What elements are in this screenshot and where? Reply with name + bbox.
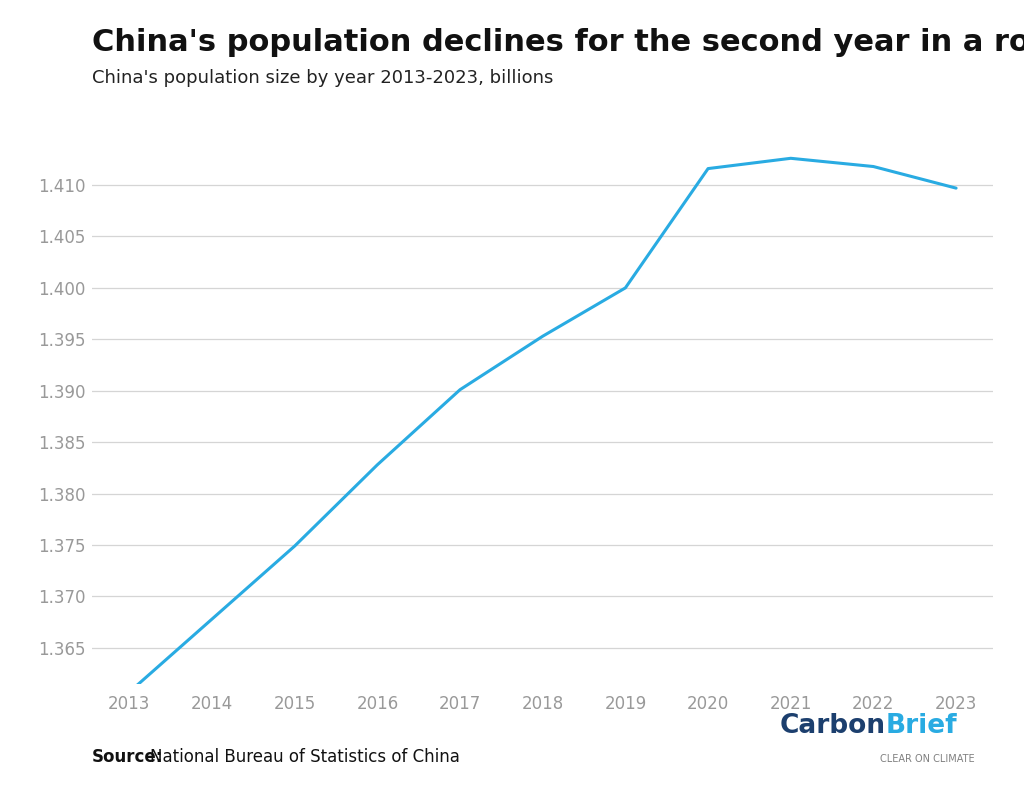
Text: Brief: Brief [886, 713, 957, 739]
Text: Carbon: Carbon [779, 713, 886, 739]
Text: China's population declines for the second year in a row: China's population declines for the seco… [92, 28, 1024, 57]
Text: China's population size by year 2013-2023, billions: China's population size by year 2013-202… [92, 69, 554, 87]
Text: National Bureau of Statistics of China: National Bureau of Statistics of China [150, 748, 460, 766]
Text: Source:: Source: [92, 748, 164, 766]
Text: CLEAR ON CLIMATE: CLEAR ON CLIMATE [881, 754, 975, 764]
